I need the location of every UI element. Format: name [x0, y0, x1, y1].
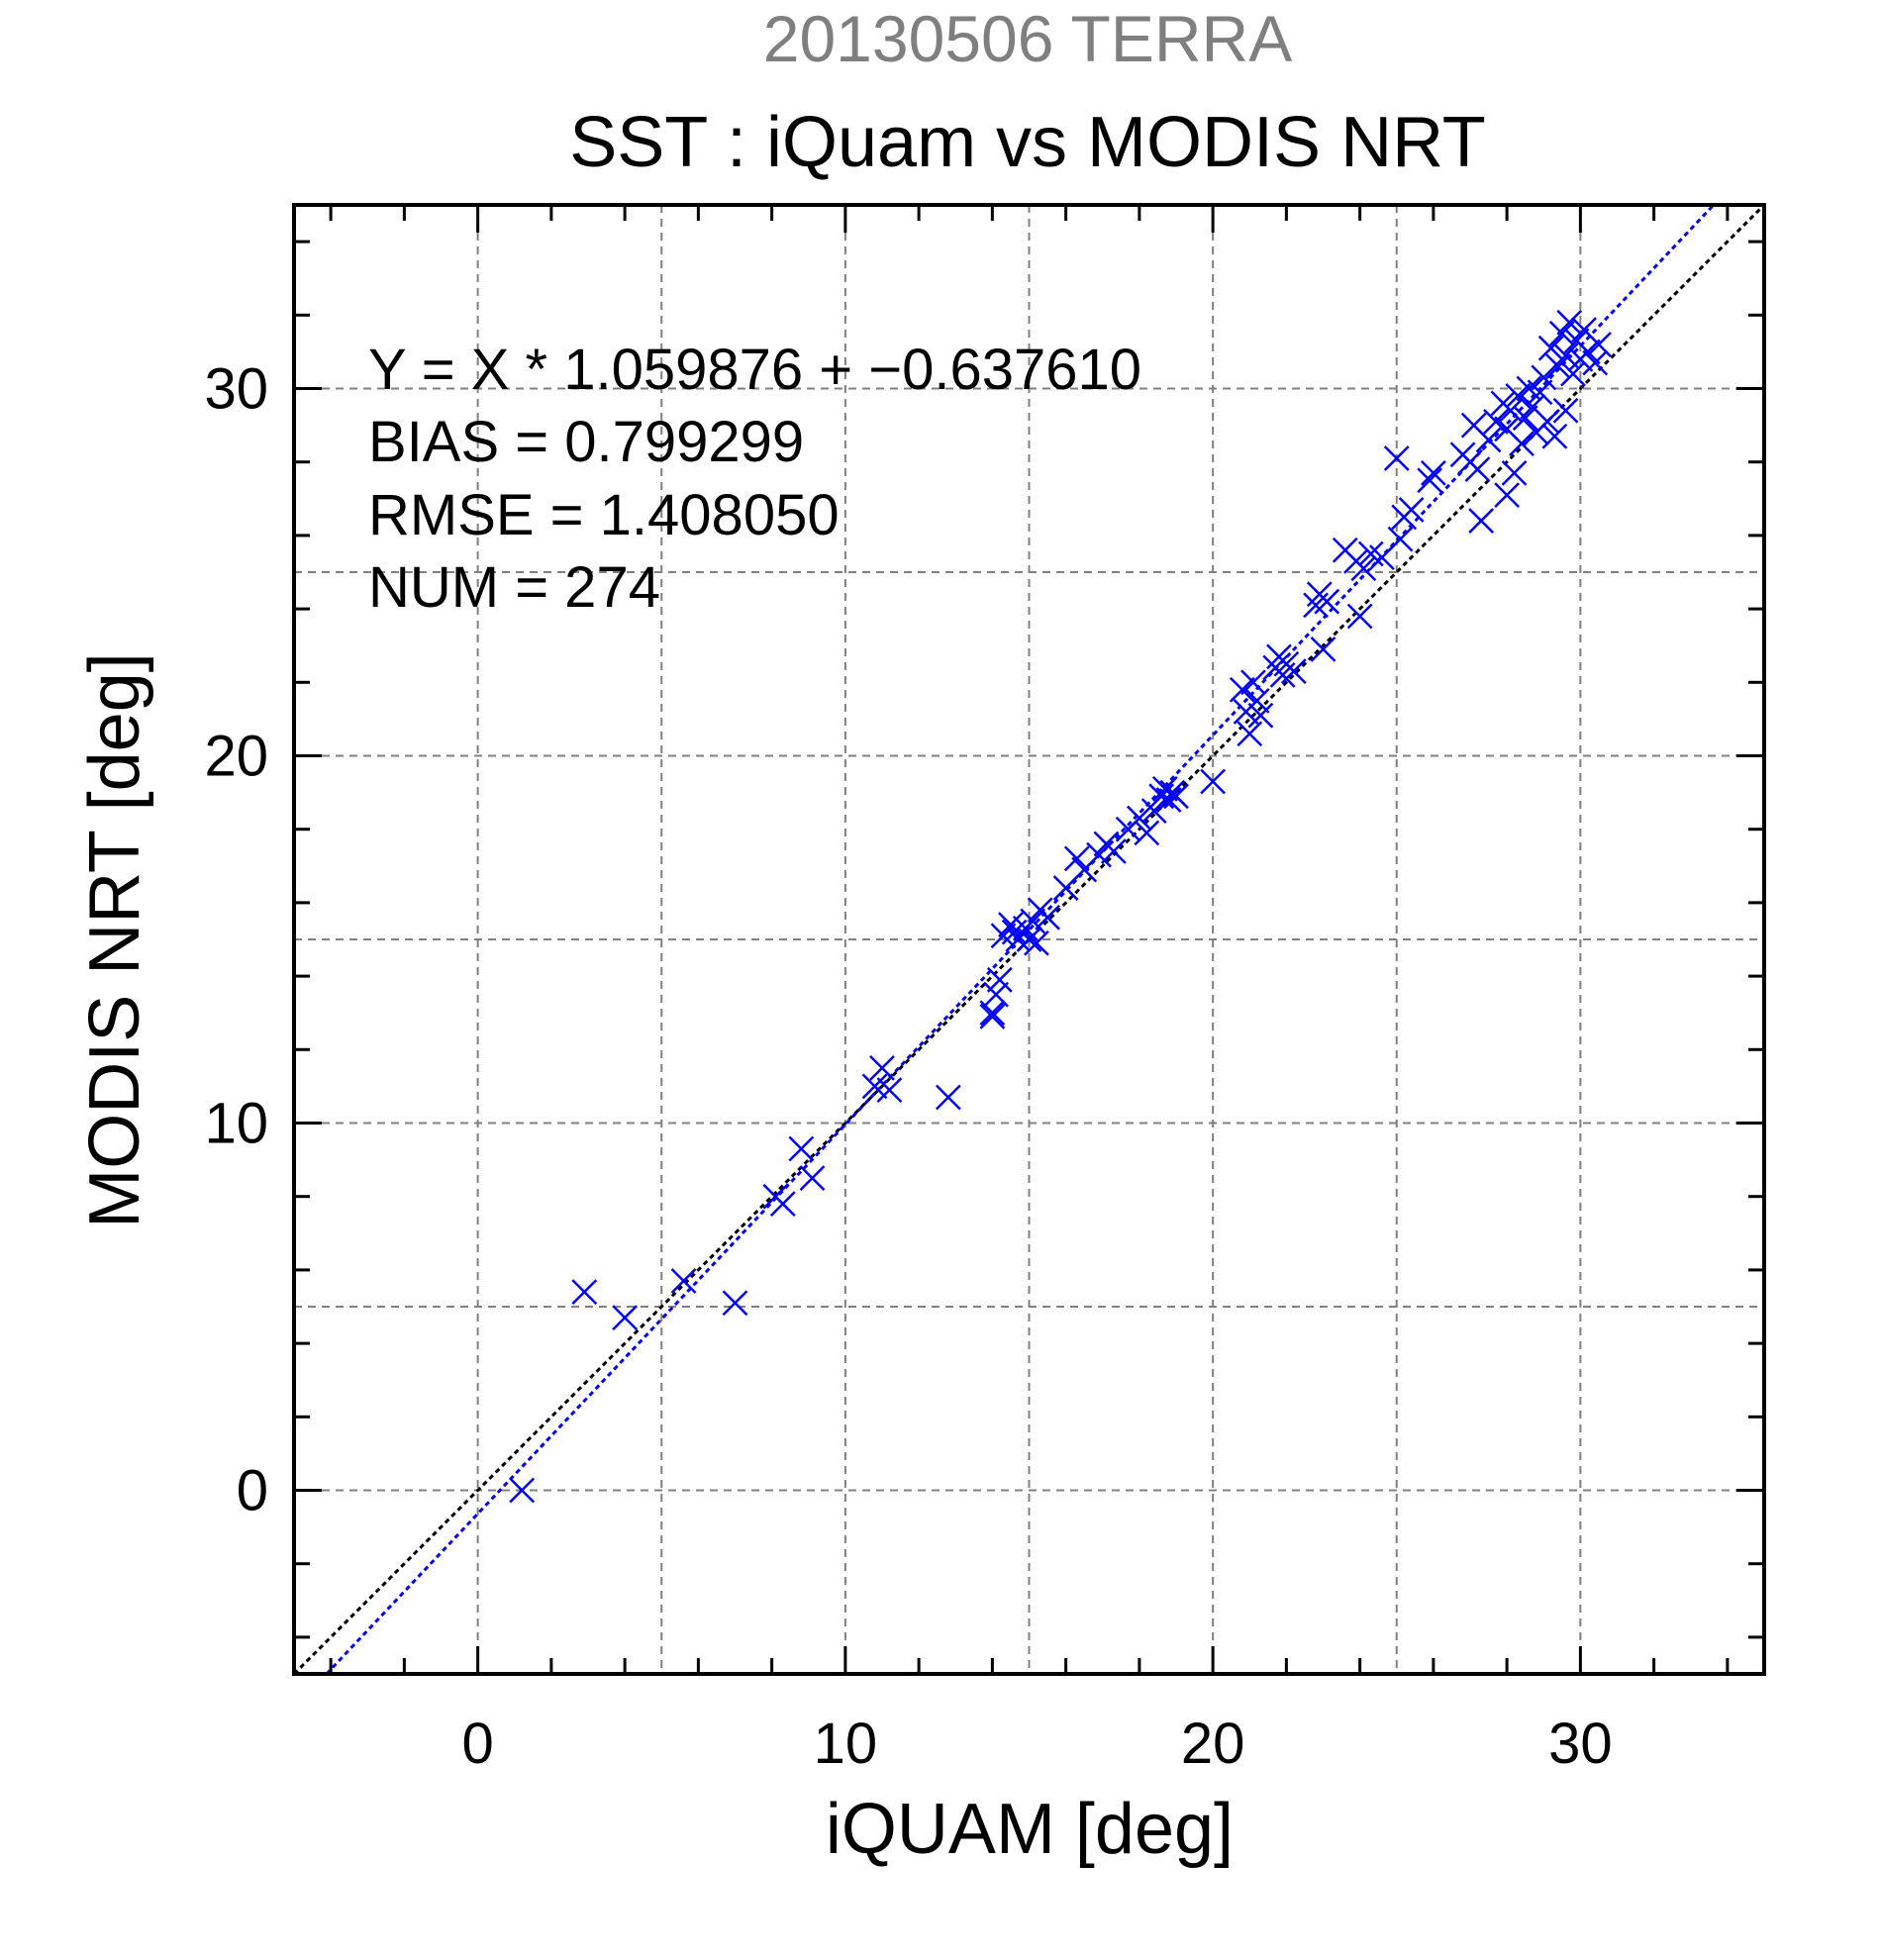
y-tick-label: 0 [237, 1459, 268, 1523]
x-tick-label: 30 [1548, 1712, 1613, 1776]
data-point [1350, 555, 1377, 582]
data-point [861, 1073, 888, 1100]
data-point [1574, 339, 1601, 365]
data-point [1552, 397, 1579, 424]
data-point [1556, 309, 1583, 336]
data-points [509, 309, 1612, 1504]
data-point [1126, 805, 1152, 832]
data-point [1527, 379, 1553, 406]
data-point [1505, 383, 1532, 409]
data-point [979, 1004, 1006, 1029]
data-point [1063, 845, 1090, 872]
data-point [1464, 456, 1491, 483]
one-to-one-line [292, 203, 1766, 1676]
data-point [1497, 397, 1524, 424]
data-point [722, 1290, 748, 1317]
data-point [1024, 930, 1049, 956]
data-point [1200, 768, 1227, 795]
data-point [1483, 409, 1509, 435]
data-point [1383, 445, 1410, 471]
data-point [1398, 497, 1425, 523]
data-point [1509, 431, 1534, 457]
x-tick-label: 20 [1181, 1712, 1245, 1776]
data-point [1243, 687, 1270, 714]
y-tick-label: 20 [204, 725, 268, 789]
data-point [1280, 658, 1307, 685]
axis-ticks: 0 10 20 30 0 10 20 30 [204, 205, 1764, 1776]
data-point [612, 1305, 639, 1331]
plot-frame [292, 203, 1766, 1676]
data-point [1420, 459, 1446, 486]
data-point [1534, 409, 1560, 435]
data-point [986, 966, 1013, 993]
data-point [1101, 838, 1127, 864]
bias-stat: BIAS = 0.799299 [368, 410, 804, 474]
data-point [1134, 820, 1160, 846]
rmse-stat: RMSE = 1.408050 [368, 483, 840, 547]
data-point [1346, 603, 1373, 630]
data-point [983, 981, 1009, 1008]
data-point [1501, 459, 1528, 486]
data-point [670, 1268, 697, 1294]
data-point [1537, 335, 1564, 361]
data-point [1560, 360, 1586, 387]
data-point [799, 1165, 826, 1192]
chart-title: SST : iQuam vs MODIS NRT [569, 103, 1486, 182]
data-point [1387, 526, 1414, 552]
data-point [869, 1054, 895, 1081]
y-tick-label: 10 [204, 1092, 268, 1156]
stats-annotation: Y = X * 1.059876 + −0.637610 BIAS = 0.79… [368, 338, 1141, 620]
data-point [1086, 841, 1112, 868]
y-axis-label: MODIS NRT [deg] [75, 652, 154, 1228]
data-point [998, 912, 1024, 938]
data-point [1163, 783, 1189, 810]
data-point [1155, 787, 1182, 813]
data-point [1512, 405, 1538, 432]
num-stat: NUM = 274 [368, 555, 660, 620]
data-point [509, 1477, 536, 1504]
data-point [1475, 427, 1502, 453]
data-point [1237, 721, 1263, 747]
data-point [1531, 364, 1557, 391]
x-tick-label: 10 [814, 1712, 878, 1776]
data-point [1545, 353, 1571, 380]
data-point [1229, 676, 1255, 703]
x-tick-label: 0 [461, 1712, 493, 1776]
data-point [788, 1135, 815, 1162]
data-point [935, 1084, 961, 1111]
y-tick-label: 30 [204, 357, 268, 422]
data-point [1417, 467, 1443, 494]
data-point [1582, 349, 1609, 376]
data-point [769, 1191, 796, 1218]
data-point [876, 1077, 903, 1103]
data-point [1020, 908, 1046, 934]
data-point [1494, 482, 1521, 508]
data-point [1586, 332, 1612, 357]
data-point [1035, 904, 1060, 931]
data-point [1468, 508, 1495, 534]
chart-supertitle: 20130506 TERRA [763, 2, 1292, 75]
data-point [1310, 637, 1336, 662]
data-point [1541, 423, 1568, 449]
x-axis-label: iQUAM [deg] [826, 1790, 1234, 1869]
data-point [1548, 320, 1575, 346]
data-point [1552, 343, 1579, 368]
data-point [571, 1279, 598, 1306]
regression-equation: Y = X * 1.059876 + −0.637610 [368, 338, 1141, 402]
data-point [979, 1000, 1006, 1027]
data-point [1314, 588, 1340, 615]
data-point [1240, 669, 1266, 696]
data-point [1247, 702, 1274, 729]
